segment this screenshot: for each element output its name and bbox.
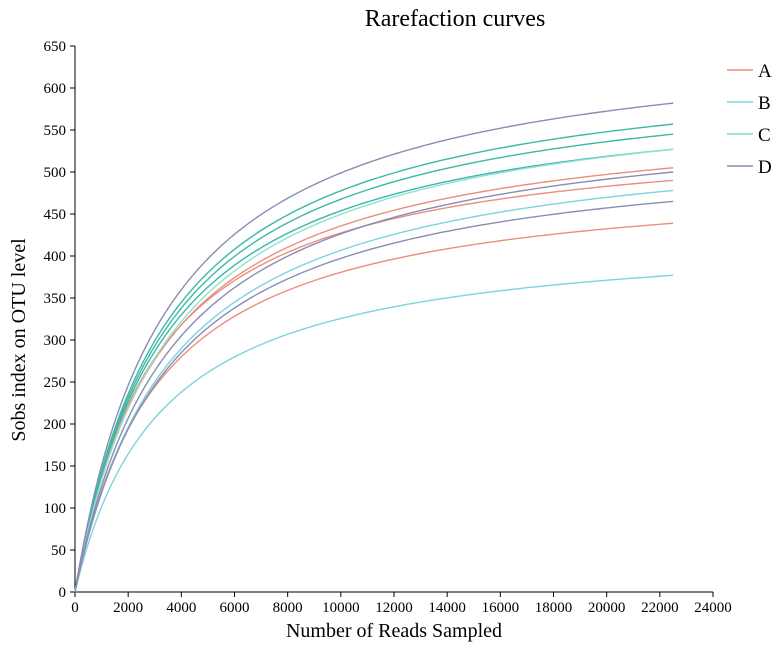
y-tick-label: 500 bbox=[44, 165, 67, 181]
x-tick-label: 22000 bbox=[641, 600, 679, 616]
y-tick-label: 300 bbox=[44, 333, 67, 349]
legend-label-a: A bbox=[758, 61, 772, 82]
chart-title: Rarefaction curves bbox=[365, 6, 546, 32]
x-tick-label: 20000 bbox=[588, 600, 626, 616]
y-tick-label: 50 bbox=[51, 543, 66, 559]
axes: 0 50 100 150 200 250 300 350 400 450 500 550 600 650 0… bbox=[44, 39, 732, 616]
y-tick-label: 650 bbox=[44, 39, 67, 55]
y-tick-label: 150 bbox=[44, 459, 67, 475]
series-line-c1 bbox=[74, 123, 674, 593]
series-line-d2 bbox=[74, 171, 674, 593]
series-line-b2 bbox=[74, 274, 674, 593]
legend-label-b: B bbox=[758, 93, 771, 114]
x-tick-label: 18000 bbox=[535, 600, 573, 616]
x-tick-label: 6000 bbox=[220, 600, 250, 616]
y-tick-label: 0 bbox=[59, 585, 67, 601]
series-line-c4 bbox=[74, 148, 674, 593]
x-tick-label: 12000 bbox=[375, 600, 413, 616]
series-line-c3 bbox=[74, 148, 674, 593]
y-tick-label: 100 bbox=[44, 501, 67, 517]
y-axis-title: Sobs index on OTU level bbox=[8, 238, 30, 442]
x-tick-label: 4000 bbox=[166, 600, 196, 616]
y-tick-label: 400 bbox=[44, 249, 67, 265]
legend-label-c: C bbox=[758, 125, 771, 146]
series-line-d1 bbox=[74, 102, 674, 593]
series-layer bbox=[74, 102, 674, 593]
y-tick-label: 350 bbox=[44, 291, 67, 307]
series-line-b1 bbox=[74, 189, 674, 593]
x-tick-label: 14000 bbox=[428, 600, 466, 616]
x-tick-label: 2000 bbox=[113, 600, 143, 616]
x-tick-label: 16000 bbox=[482, 600, 520, 616]
legend-label-d: D bbox=[758, 157, 772, 178]
y-tick-label: 450 bbox=[44, 207, 67, 223]
x-tick-label: 10000 bbox=[322, 600, 360, 616]
series-line-a2 bbox=[74, 179, 674, 593]
y-tick-label: 600 bbox=[44, 81, 67, 97]
x-axis-title: Number of Reads Sampled bbox=[286, 620, 502, 642]
y-tick-label: 550 bbox=[44, 123, 67, 139]
series-line-d3 bbox=[74, 200, 674, 593]
y-tick-label: 250 bbox=[44, 375, 67, 391]
x-tick-label: 0 bbox=[71, 600, 79, 616]
x-tick-label: 24000 bbox=[694, 600, 732, 616]
y-tick-label: 200 bbox=[44, 417, 67, 433]
x-tick-label: 8000 bbox=[273, 600, 303, 616]
